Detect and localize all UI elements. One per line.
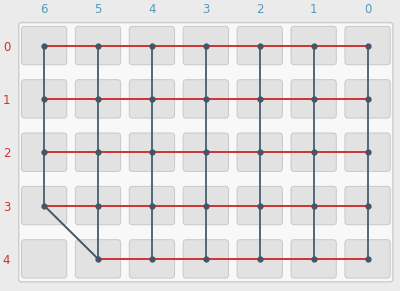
FancyBboxPatch shape (22, 133, 67, 171)
FancyBboxPatch shape (291, 26, 336, 65)
FancyBboxPatch shape (129, 26, 174, 65)
FancyBboxPatch shape (183, 80, 228, 118)
FancyBboxPatch shape (22, 186, 67, 225)
FancyBboxPatch shape (345, 80, 390, 118)
FancyBboxPatch shape (237, 240, 282, 278)
FancyBboxPatch shape (75, 80, 121, 118)
FancyBboxPatch shape (129, 186, 174, 225)
FancyBboxPatch shape (75, 133, 121, 171)
FancyBboxPatch shape (22, 26, 67, 65)
FancyBboxPatch shape (183, 186, 228, 225)
FancyBboxPatch shape (75, 186, 121, 225)
FancyBboxPatch shape (183, 240, 228, 278)
FancyBboxPatch shape (291, 240, 336, 278)
FancyBboxPatch shape (183, 133, 228, 171)
FancyBboxPatch shape (129, 133, 174, 171)
FancyBboxPatch shape (237, 26, 282, 65)
FancyBboxPatch shape (75, 26, 121, 65)
FancyBboxPatch shape (75, 240, 121, 278)
FancyBboxPatch shape (345, 133, 390, 171)
FancyBboxPatch shape (345, 186, 390, 225)
FancyBboxPatch shape (22, 240, 67, 278)
FancyBboxPatch shape (237, 133, 282, 171)
FancyBboxPatch shape (237, 186, 282, 225)
FancyBboxPatch shape (237, 80, 282, 118)
FancyBboxPatch shape (19, 23, 393, 282)
FancyBboxPatch shape (22, 80, 67, 118)
FancyBboxPatch shape (291, 133, 336, 171)
FancyBboxPatch shape (345, 26, 390, 65)
FancyBboxPatch shape (129, 80, 174, 118)
FancyBboxPatch shape (345, 240, 390, 278)
FancyBboxPatch shape (291, 80, 336, 118)
FancyBboxPatch shape (291, 186, 336, 225)
FancyBboxPatch shape (183, 26, 228, 65)
FancyBboxPatch shape (129, 240, 174, 278)
